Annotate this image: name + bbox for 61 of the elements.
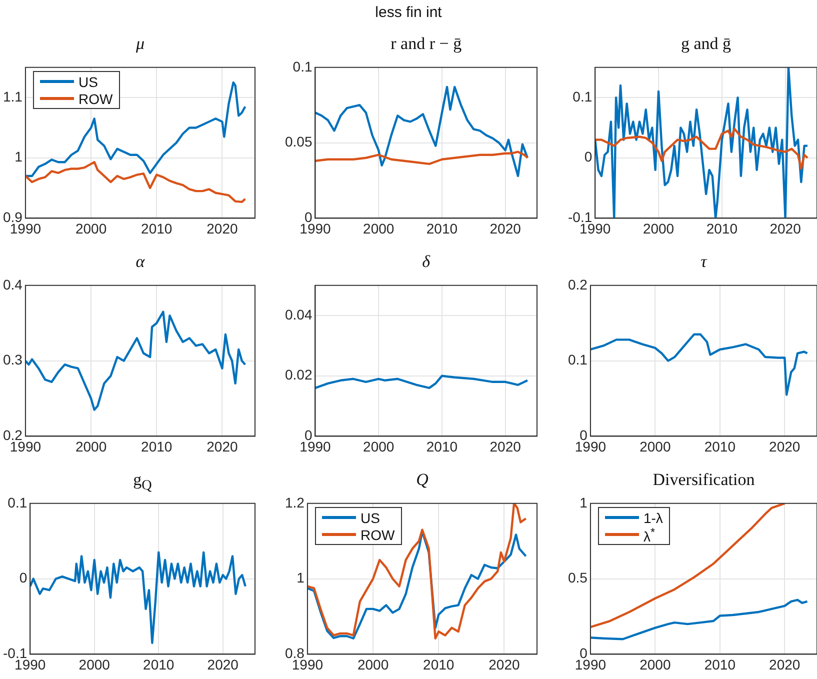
x-tick-label: 2020 bbox=[770, 220, 802, 236]
y-tick-label: 0.05 bbox=[285, 134, 312, 150]
x-tick-label: 2000 bbox=[78, 656, 110, 672]
x-tick-label: 2000 bbox=[363, 438, 394, 454]
x-tick-label: 2010 bbox=[426, 220, 458, 236]
x-tick-label: 2020 bbox=[769, 656, 800, 672]
y-tick-label: 0 bbox=[584, 148, 592, 165]
chart-title: δ bbox=[421, 252, 432, 273]
legend-label: US bbox=[78, 74, 98, 90]
x-tick-label: 2010 bbox=[706, 220, 738, 236]
chart-title: τ bbox=[700, 252, 708, 273]
y-tick-label: 0.1 bbox=[8, 494, 28, 510]
y-tick-label: 0.1 bbox=[292, 58, 312, 74]
y-tick-label: 0.4 bbox=[2, 276, 23, 292]
y-tick-label: 0.5 bbox=[568, 570, 588, 586]
x-tick-label: 2000 bbox=[363, 220, 394, 236]
y-tick-label: 0.2 bbox=[568, 276, 588, 292]
y-tick-label: 1.2 bbox=[284, 494, 305, 510]
x-tick-label: 2020 bbox=[488, 656, 520, 672]
legend-label: US bbox=[360, 510, 380, 526]
x-tick-label: 2000 bbox=[75, 438, 107, 454]
y-tick-label: 1.1 bbox=[2, 88, 23, 104]
x-tick-label: 2020 bbox=[206, 438, 238, 454]
x-tick-label: 2010 bbox=[141, 438, 172, 454]
chart-title: g and ḡ bbox=[680, 34, 732, 55]
legend-label: ROW bbox=[360, 526, 395, 543]
legend-label: λ$^{*}$ bbox=[643, 525, 655, 545]
x-tick-label: 2010 bbox=[704, 438, 736, 454]
chart-title: Q bbox=[415, 470, 430, 491]
legend-label: 1-λ bbox=[643, 510, 663, 526]
x-tick-label: 2020 bbox=[490, 220, 522, 236]
x-tick-label: 2020 bbox=[206, 220, 238, 236]
y-tick-label: 0.04 bbox=[285, 306, 312, 322]
x-tick-label: 2020 bbox=[207, 656, 239, 672]
y-tick-label: 0.1 bbox=[568, 352, 588, 368]
x-tick-label: 2020 bbox=[490, 438, 522, 454]
y-tick-label: 0.3 bbox=[2, 352, 23, 368]
chart-title: Diversification bbox=[652, 470, 756, 491]
text: less fin int bbox=[374, 4, 443, 21]
x-tick-label: 2010 bbox=[426, 438, 458, 454]
x-tick-label: 2000 bbox=[357, 656, 389, 672]
x-tick-label: 2010 bbox=[423, 656, 454, 672]
chart-title: g$_{Q}$ bbox=[132, 470, 153, 494]
x-tick-label: 2020 bbox=[769, 438, 800, 454]
legend-label: ROW bbox=[78, 90, 113, 107]
y-tick-label: 0.1 bbox=[572, 88, 592, 104]
x-tick-label: 2000 bbox=[642, 220, 674, 236]
x-tick-label: 2010 bbox=[141, 220, 172, 236]
x-tick-label: 2010 bbox=[143, 656, 174, 672]
chart-title: r and r − ḡ bbox=[390, 34, 463, 55]
y-tick-label: 1 bbox=[580, 494, 588, 510]
chart-title: α bbox=[134, 252, 146, 273]
y-tick-label: 1 bbox=[14, 148, 23, 165]
y-tick-label: 1 bbox=[296, 570, 305, 586]
x-tick-label: 2000 bbox=[640, 656, 671, 672]
y-tick-label: 0 bbox=[19, 570, 28, 586]
x-tick-label: 2010 bbox=[704, 656, 736, 672]
chart-title: μ bbox=[134, 34, 146, 55]
x-tick-label: 2000 bbox=[75, 220, 107, 236]
x-tick-label: 2000 bbox=[640, 438, 671, 454]
y-tick-label: 0.02 bbox=[285, 366, 312, 383]
